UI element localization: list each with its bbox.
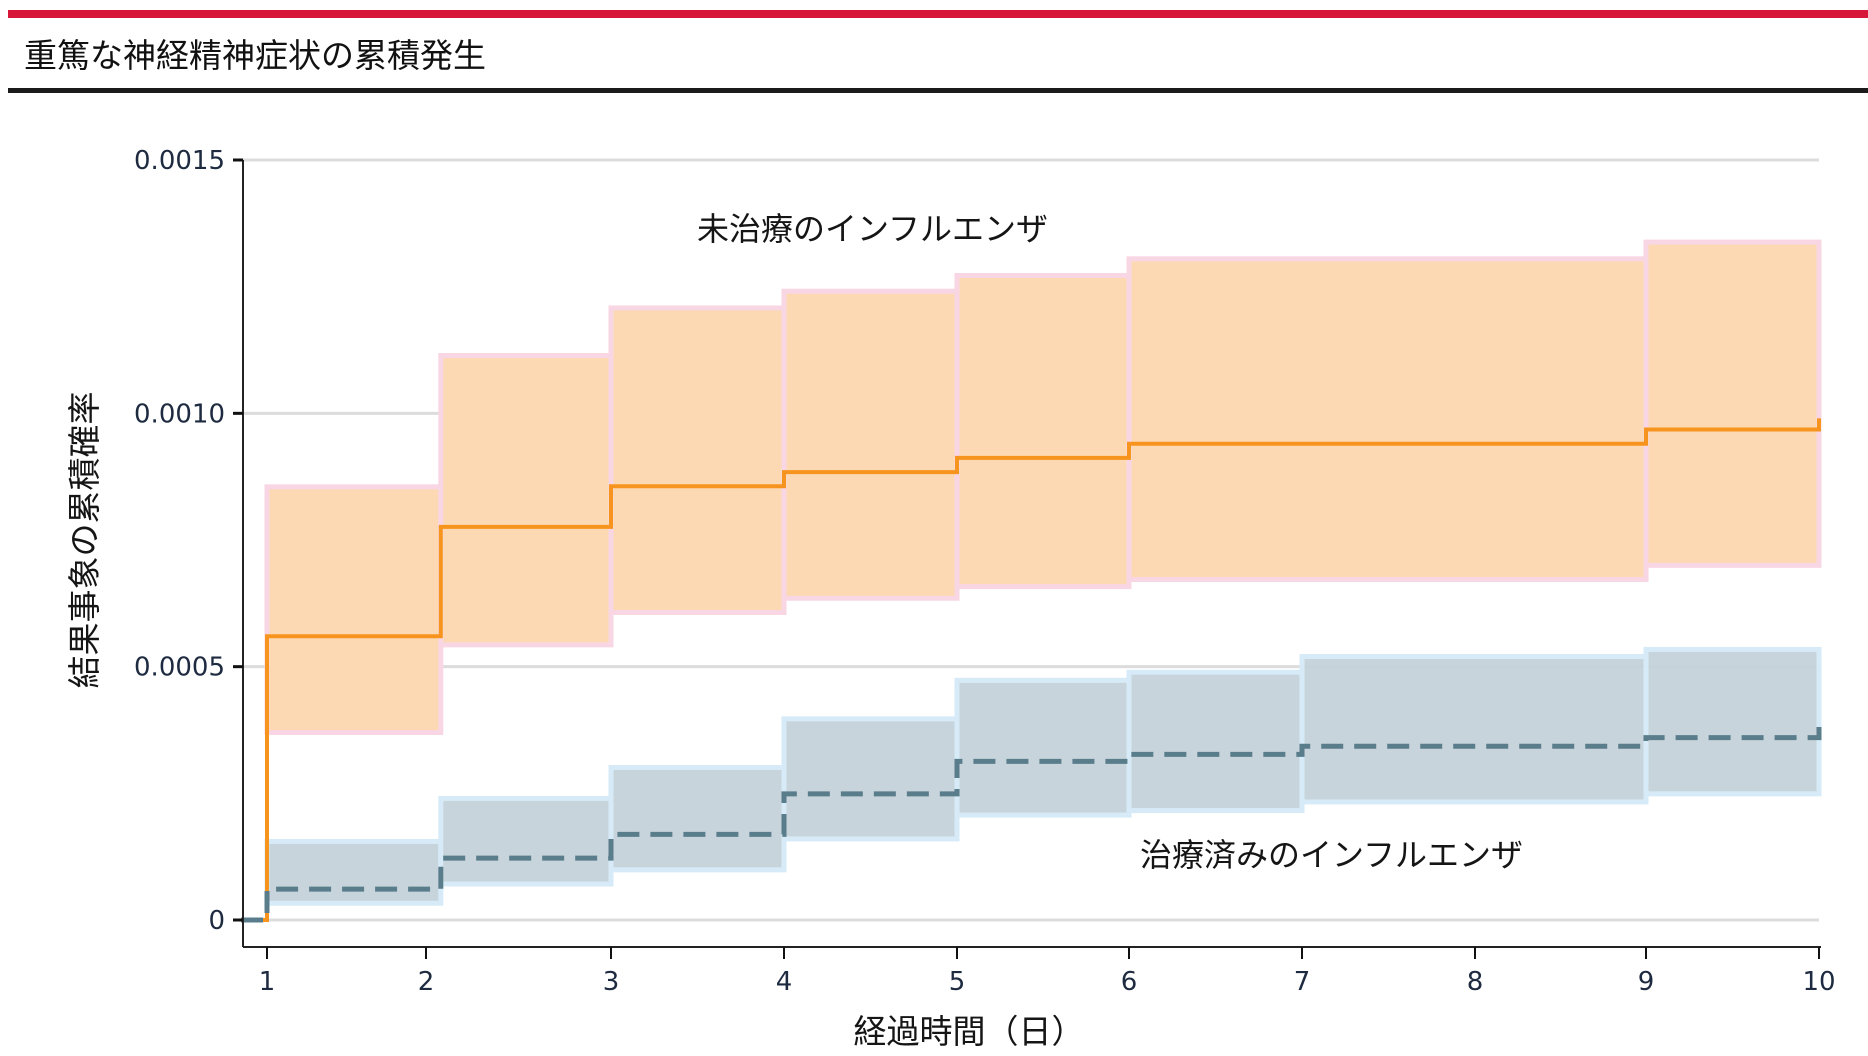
x-tick-labels: 1 2 3 4 5 6 7 8 9 10 [259, 967, 1836, 997]
untreated-series-label: 未治療のインフルエンザ [697, 210, 1048, 248]
ci-band-segment [1299, 654, 1649, 805]
x-tick-label: 7 [1294, 967, 1311, 997]
ci-band-segment [954, 273, 1132, 590]
untreated-ci-band [264, 239, 1822, 736]
ci-band-segment [1126, 669, 1305, 814]
y-tick-label: 0.0010 [134, 399, 225, 429]
x-tick-label: 4 [776, 967, 793, 997]
x-tick-label: 1 [259, 967, 276, 997]
header-divider [8, 88, 1868, 93]
ci-band-segment [438, 795, 614, 887]
ci-band-segment [438, 353, 614, 648]
ci-band-segment [608, 305, 787, 615]
ci-band-segment [1126, 256, 1649, 583]
x-tick-label: 9 [1638, 967, 1655, 997]
ci-band-segment [1643, 239, 1822, 568]
header-accent-bar [8, 10, 1868, 18]
untreated-step-line [241, 418, 1821, 922]
x-tick-label: 3 [603, 967, 620, 997]
y-tick-label: 0 [208, 906, 225, 936]
ci-band-segment [954, 677, 1132, 818]
treated-step-line [241, 717, 1822, 923]
ci-band-segment [781, 716, 960, 842]
y-axis-title: 結果事象の累積確率 [65, 392, 104, 689]
y-tick-label: 0.0005 [134, 653, 225, 683]
page-title: 重篤な神経精神症状の累積発生 [24, 36, 486, 75]
x-tick-label: 8 [1467, 967, 1484, 997]
axes [233, 158, 1821, 959]
ci-band-segment [264, 838, 444, 906]
y-tick-labels: 0 0.0005 0.0010 0.0015 [134, 146, 225, 936]
treated-estimate-line [241, 717, 1822, 923]
x-tick-label: 10 [1802, 967, 1835, 997]
untreated-estimate-line [241, 418, 1821, 922]
treated-ci-band [264, 646, 1822, 906]
ci-band-segment [264, 484, 444, 736]
x-axis-title: 経過時間（日） [854, 1012, 1085, 1051]
ci-band-segment [781, 288, 960, 601]
x-tick-label: 6 [1121, 967, 1138, 997]
treated-series-label: 治療済みのインフルエンザ [1140, 836, 1523, 874]
ci-band-segment [1643, 646, 1822, 797]
x-tick-label: 2 [418, 967, 435, 997]
x-tick-label: 5 [949, 967, 966, 997]
ci-band-segment [608, 764, 787, 873]
y-tick-label: 0.0015 [134, 146, 225, 176]
